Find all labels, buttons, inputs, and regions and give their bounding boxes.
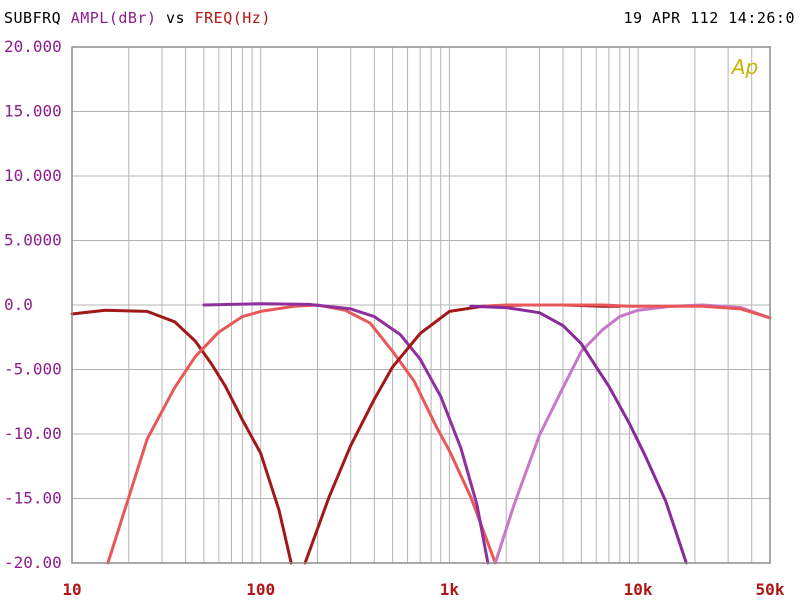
y-tick-label: 10.000 [4,166,62,185]
sweep-name: SUBFRQ [4,9,62,27]
chart-frame [71,46,771,564]
chart-series [70,302,772,565]
series-line-6 [481,303,772,320]
x-quantity-label: FREQ(Hz) [194,9,271,27]
x-axis-ticks: 10 100 1k 10k 50k [62,580,784,599]
series-line-1 [70,308,293,565]
y-tick-label: 5.0000 [4,231,62,250]
y-tick-label: -15.00 [4,489,62,508]
y-tick-label: 15.000 [4,102,62,121]
series-line-7 [469,304,688,565]
x-tick-label: 50k [756,580,785,599]
x-tick-label: 10 [62,580,81,599]
timestamp: 19 APR 112 14:26:0 [623,9,795,27]
y-tick-label: 20.000 [4,37,62,56]
x-tick-label: 1k [440,580,460,599]
x-tick-label: 100 [246,580,275,599]
x-tick-label: 10k [624,580,653,599]
y-tick-label: -5.000 [4,360,62,379]
plot-frame [71,46,771,564]
y-quantity-label: AMPL(dBr) [70,9,157,27]
y-tick-label: -10.00 [4,424,62,443]
y-axis-ticks: 20.000 15.000 10.000 5.0000 0.0 -5.000 -10.00 -… [4,37,62,572]
chart-header: SUBFRQ AMPL(dBr) vs FREQ(Hz) 19 APR 112 … [0,0,800,34]
ap-logo: Ap [730,55,758,79]
y-tick-label: 0.0 [4,295,33,314]
y-tick-label: -20.00 [4,553,62,572]
vs-label: vs [166,9,186,27]
chart-title: SUBFRQ AMPL(dBr) vs FREQ(Hz) [4,9,271,27]
series-line-3 [202,302,490,565]
